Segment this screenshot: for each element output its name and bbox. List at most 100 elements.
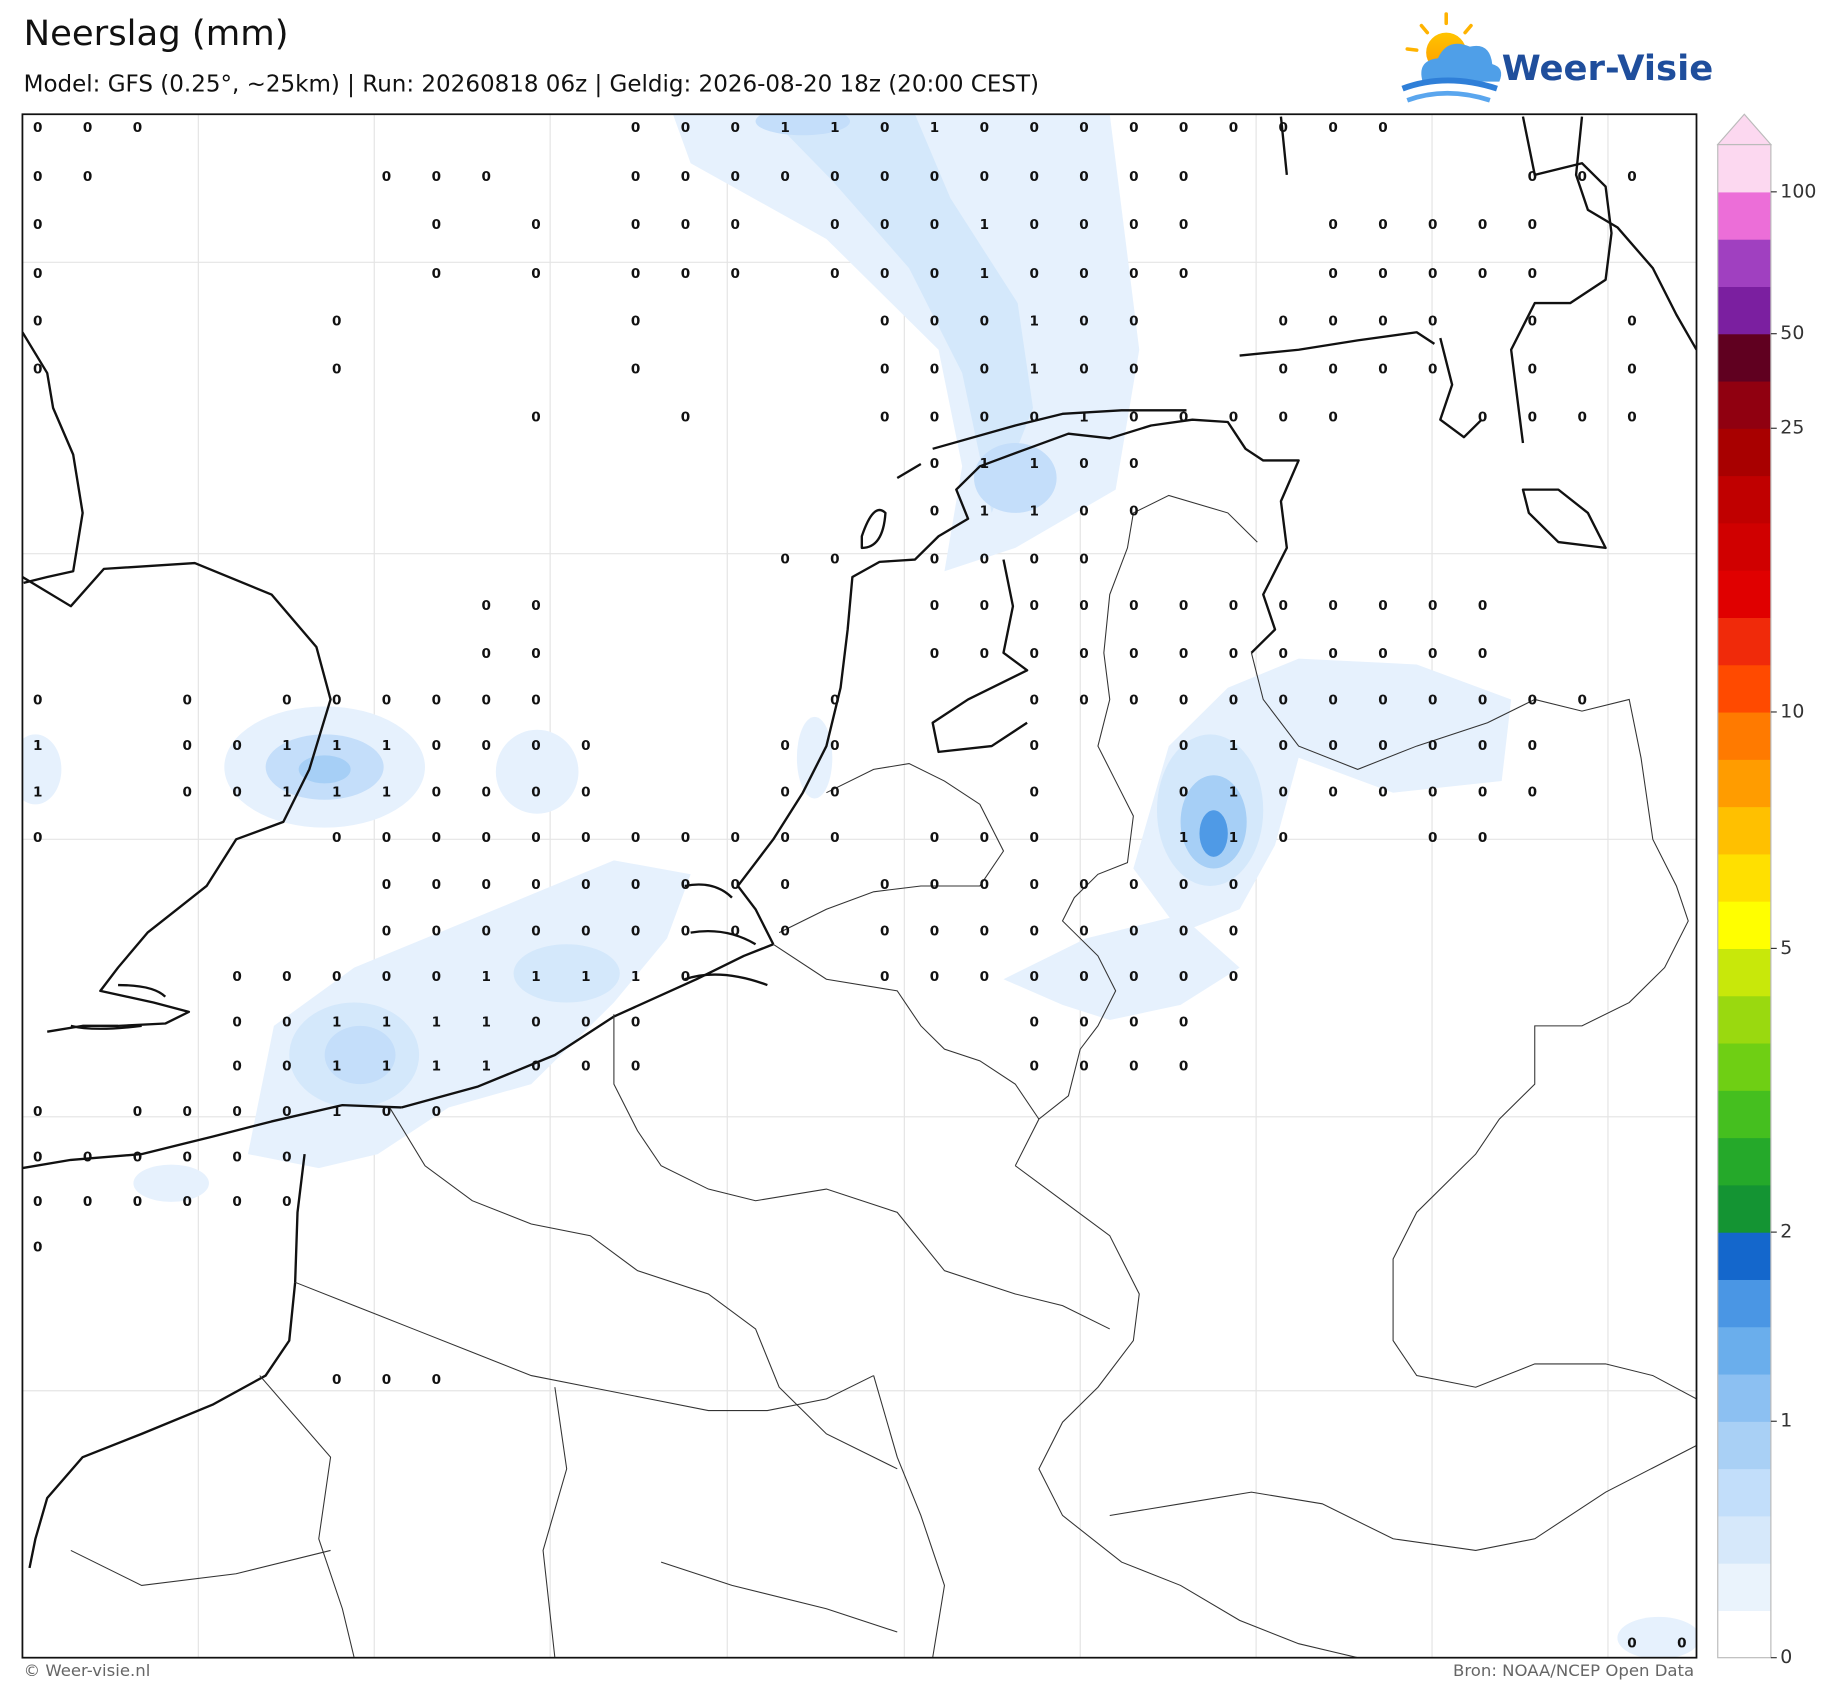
precip-value: 1 <box>980 504 989 520</box>
precip-value: 0 <box>930 217 939 233</box>
precip-value: 0 <box>1478 217 1487 233</box>
precip-value: 0 <box>930 830 939 846</box>
precip-value: 0 <box>1478 830 1487 846</box>
precip-value: 0 <box>1079 169 1088 185</box>
precip-value: 0 <box>780 830 789 846</box>
precip-value: 0 <box>681 923 690 939</box>
precip-value: 0 <box>1378 120 1387 136</box>
precip-value: 0 <box>830 266 839 282</box>
coastlines <box>22 116 1697 1569</box>
colorbar-segment <box>1717 380 1771 429</box>
precip-value: 1 <box>1179 830 1188 846</box>
precip-value: 0 <box>531 877 540 893</box>
precip-value: 0 <box>33 1150 42 1166</box>
footer-credit: © Weer-visie.nl <box>24 1661 151 1680</box>
map-frame <box>21 113 1698 1659</box>
precip-value: 0 <box>1079 1014 1088 1030</box>
precip-value: 0 <box>930 877 939 893</box>
precip-value: 0 <box>1577 409 1586 425</box>
precip-value: 0 <box>1029 785 1038 801</box>
precip-value: 0 <box>1179 1014 1188 1030</box>
colorbar-segment <box>1717 333 1771 382</box>
precip-value: 0 <box>1129 169 1138 185</box>
precip-value: 0 <box>1129 314 1138 330</box>
precip-value: 0 <box>382 923 391 939</box>
precip-value: 1 <box>1029 314 1038 330</box>
precip-value: 0 <box>880 969 889 985</box>
precip-value: 0 <box>1229 923 1238 939</box>
precip-value: 0 <box>1328 693 1337 709</box>
precip-values: 0 0 0 0 0 0 1 1 0 1 0 0 0 0 0 0 0 0 0 0 0 0 0 0 0 0 0 0 0 0 0 0 0 0 0 0 0 0 0 0… <box>33 120 1687 1651</box>
precip-value: 1 <box>33 785 42 801</box>
precip-value: 0 <box>1029 598 1038 614</box>
precip-value: 0 <box>1528 738 1537 754</box>
precip-value: 0 <box>1029 217 1038 233</box>
precip-value: 1 <box>332 1059 341 1075</box>
colorbar-segment <box>1717 475 1771 524</box>
precip-value: 0 <box>382 877 391 893</box>
precip-value: 0 <box>681 169 690 185</box>
precip-value: 0 <box>1279 120 1288 136</box>
precip-value: 1 <box>481 969 490 985</box>
precip-value: 0 <box>1528 266 1537 282</box>
precip-value: 0 <box>1328 409 1337 425</box>
precip-value: 0 <box>1129 1014 1138 1030</box>
precip-value: 0 <box>33 217 42 233</box>
precip-value: 1 <box>980 266 989 282</box>
precip-value: 0 <box>1478 738 1487 754</box>
precip-value: 0 <box>1029 169 1038 185</box>
precip-value: 0 <box>1129 877 1138 893</box>
precip-value: 0 <box>631 1014 640 1030</box>
colorbar-tick-label: 25 <box>1780 418 1804 439</box>
precip-value: 1 <box>830 120 839 136</box>
precip-value: 1 <box>930 120 939 136</box>
precip-value: 0 <box>980 409 989 425</box>
precip-value: 1 <box>631 969 640 985</box>
precip-value: 0 <box>33 1104 42 1120</box>
colorbar-segment <box>1717 1610 1771 1659</box>
precip-value: 0 <box>1179 877 1188 893</box>
colorbar-segment <box>1717 1090 1771 1139</box>
precip-value: 0 <box>1179 169 1188 185</box>
precip-value: 0 <box>1328 314 1337 330</box>
precip-value: 0 <box>880 169 889 185</box>
precip-value: 0 <box>1029 877 1038 893</box>
precip-value: 0 <box>1279 409 1288 425</box>
colorbar-segment <box>1717 144 1771 193</box>
logo-text: Weer-Visie <box>1502 48 1714 89</box>
precip-value: 0 <box>930 456 939 472</box>
precip-value: 0 <box>33 169 42 185</box>
colorbar-segment <box>1717 759 1771 808</box>
precip-value: 0 <box>731 266 740 282</box>
precip-value: 0 <box>481 738 490 754</box>
precip-value: 0 <box>1378 785 1387 801</box>
precip-value: 0 <box>581 877 590 893</box>
footer-source: Bron: NOAA/NCEP Open Data <box>1453 1661 1694 1680</box>
precip-value: 0 <box>1378 646 1387 662</box>
precip-value: 0 <box>581 1014 590 1030</box>
precip-value: 1 <box>531 969 540 985</box>
precip-value: 0 <box>581 830 590 846</box>
precip-value: 0 <box>382 169 391 185</box>
precip-value: 0 <box>232 1014 241 1030</box>
precip-value: 0 <box>33 1239 42 1255</box>
precip-value: 0 <box>232 1150 241 1166</box>
precip-value: 0 <box>1179 1059 1188 1075</box>
precip-value: 0 <box>1079 646 1088 662</box>
precip-value: 0 <box>33 830 42 846</box>
precip-value: 0 <box>1129 504 1138 520</box>
precip-value: 0 <box>282 969 291 985</box>
precip-value: 0 <box>1528 314 1537 330</box>
precip-value: 0 <box>1328 266 1337 282</box>
precip-value: 0 <box>183 785 192 801</box>
precip-value: 0 <box>1428 598 1437 614</box>
logo: Weer-Visie <box>1401 12 1714 103</box>
precip-value: 0 <box>681 409 690 425</box>
precip-value: 0 <box>1079 598 1088 614</box>
precip-value: 0 <box>1029 646 1038 662</box>
precip-value: 1 <box>332 1014 341 1030</box>
precip-value: 0 <box>1428 693 1437 709</box>
precip-value: 0 <box>731 830 740 846</box>
precip-value: 0 <box>332 1372 341 1388</box>
precip-value: 0 <box>731 217 740 233</box>
